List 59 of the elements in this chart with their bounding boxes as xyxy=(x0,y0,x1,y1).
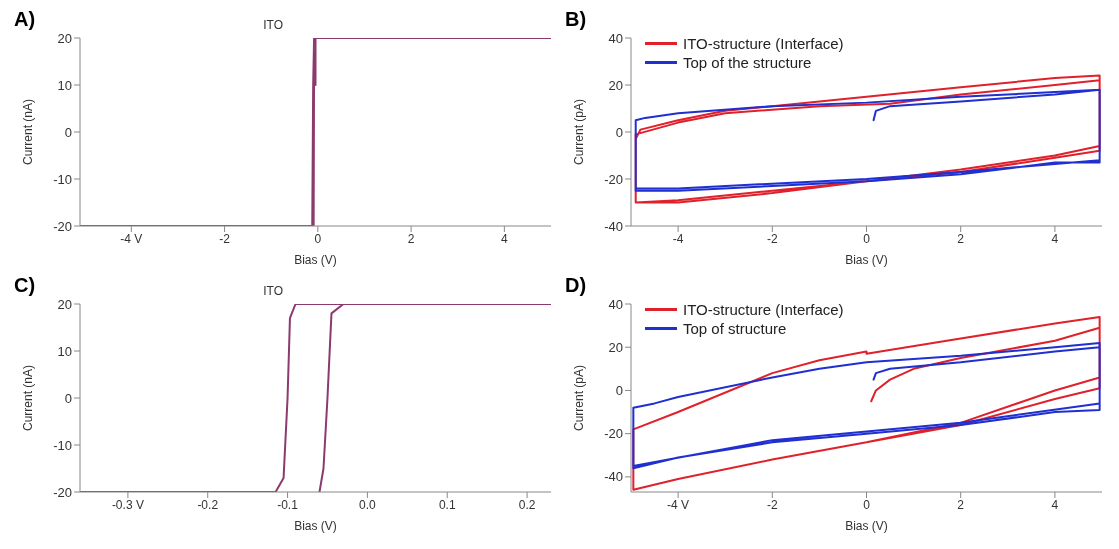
y-tick-label: 10 xyxy=(57,343,72,359)
x-tick-label: 0.1 xyxy=(438,497,456,512)
x-tick-label: 4 xyxy=(1051,497,1059,512)
y-tick-label: 0 xyxy=(615,383,623,399)
y-tick-label: 20 xyxy=(57,30,72,46)
y-tick-label: -20 xyxy=(604,171,623,187)
legend-label: ITO-structure (Interface) xyxy=(683,34,844,53)
y-tick-label: -20 xyxy=(604,426,623,442)
chart-title: D) xyxy=(565,274,587,297)
chart-title: A) xyxy=(14,8,36,31)
x-axis-title: Bias (V) xyxy=(294,519,337,533)
x-tick-label: -2 xyxy=(219,231,231,246)
legend-label: ITO-structure (Interface) xyxy=(683,300,844,319)
y-axis-title: Current (nA) xyxy=(21,98,36,166)
x-tick-label: -0.1 xyxy=(277,497,299,512)
x-tick-label: -4 V xyxy=(667,497,690,512)
x-tick-label: -2 xyxy=(766,497,778,512)
x-tick-label: 2 xyxy=(957,231,965,246)
y-tick-label: 40 xyxy=(608,296,623,312)
x-tick-label: 0 xyxy=(314,231,322,246)
y-tick-label: 0 xyxy=(64,390,72,406)
y-tick-label: 40 xyxy=(608,30,623,46)
chart-title: B) xyxy=(565,8,587,31)
legend-label: Top of structure xyxy=(683,319,787,338)
y-tick-label: 20 xyxy=(57,296,72,312)
x-tick-label: 0.2 xyxy=(518,497,536,512)
text: ITO xyxy=(263,18,283,32)
x-axis-title: Bias (V) xyxy=(294,253,337,267)
text: ITO xyxy=(263,284,283,298)
x-tick-label: -4 xyxy=(672,231,684,246)
x-tick-label: -0.3 V xyxy=(111,497,144,512)
y-tick-label: 20 xyxy=(608,339,623,355)
y-axis-title: Current (pA) xyxy=(572,364,587,432)
y-tick-label: -20 xyxy=(53,484,72,500)
x-tick-label: 0 xyxy=(863,231,871,246)
y-axis-title: Current (pA) xyxy=(572,98,587,166)
x-tick-label: 4 xyxy=(501,231,509,246)
x-tick-label: 0 xyxy=(863,497,871,512)
y-tick-label: 0 xyxy=(615,124,623,140)
y-tick-label: 10 xyxy=(57,77,72,93)
x-tick-label: -2 xyxy=(766,231,778,246)
y-axis-title: Current (nA) xyxy=(21,364,36,432)
x-tick-label: -4 V xyxy=(120,231,143,246)
x-tick-label: -0.2 xyxy=(197,497,219,512)
y-tick-label: 0 xyxy=(64,124,72,140)
y-tick-label: -10 xyxy=(53,171,72,187)
x-tick-label: 4 xyxy=(1051,231,1059,246)
x-axis-title: Bias (V) xyxy=(845,253,888,267)
y-tick-label: -40 xyxy=(604,218,623,234)
y-tick-label: 20 xyxy=(608,77,623,93)
y-tick-label: -10 xyxy=(53,437,72,453)
x-tick-label: 2 xyxy=(407,231,415,246)
chart-title: C) xyxy=(14,274,36,297)
x-tick-label: 2 xyxy=(957,497,965,512)
y-tick-label: -20 xyxy=(53,218,72,234)
legend-label: Top of the structure xyxy=(683,53,812,72)
x-tick-label: 0.0 xyxy=(359,497,377,512)
x-axis-title: Bias (V) xyxy=(845,519,888,533)
y-tick-label: -40 xyxy=(604,469,623,485)
